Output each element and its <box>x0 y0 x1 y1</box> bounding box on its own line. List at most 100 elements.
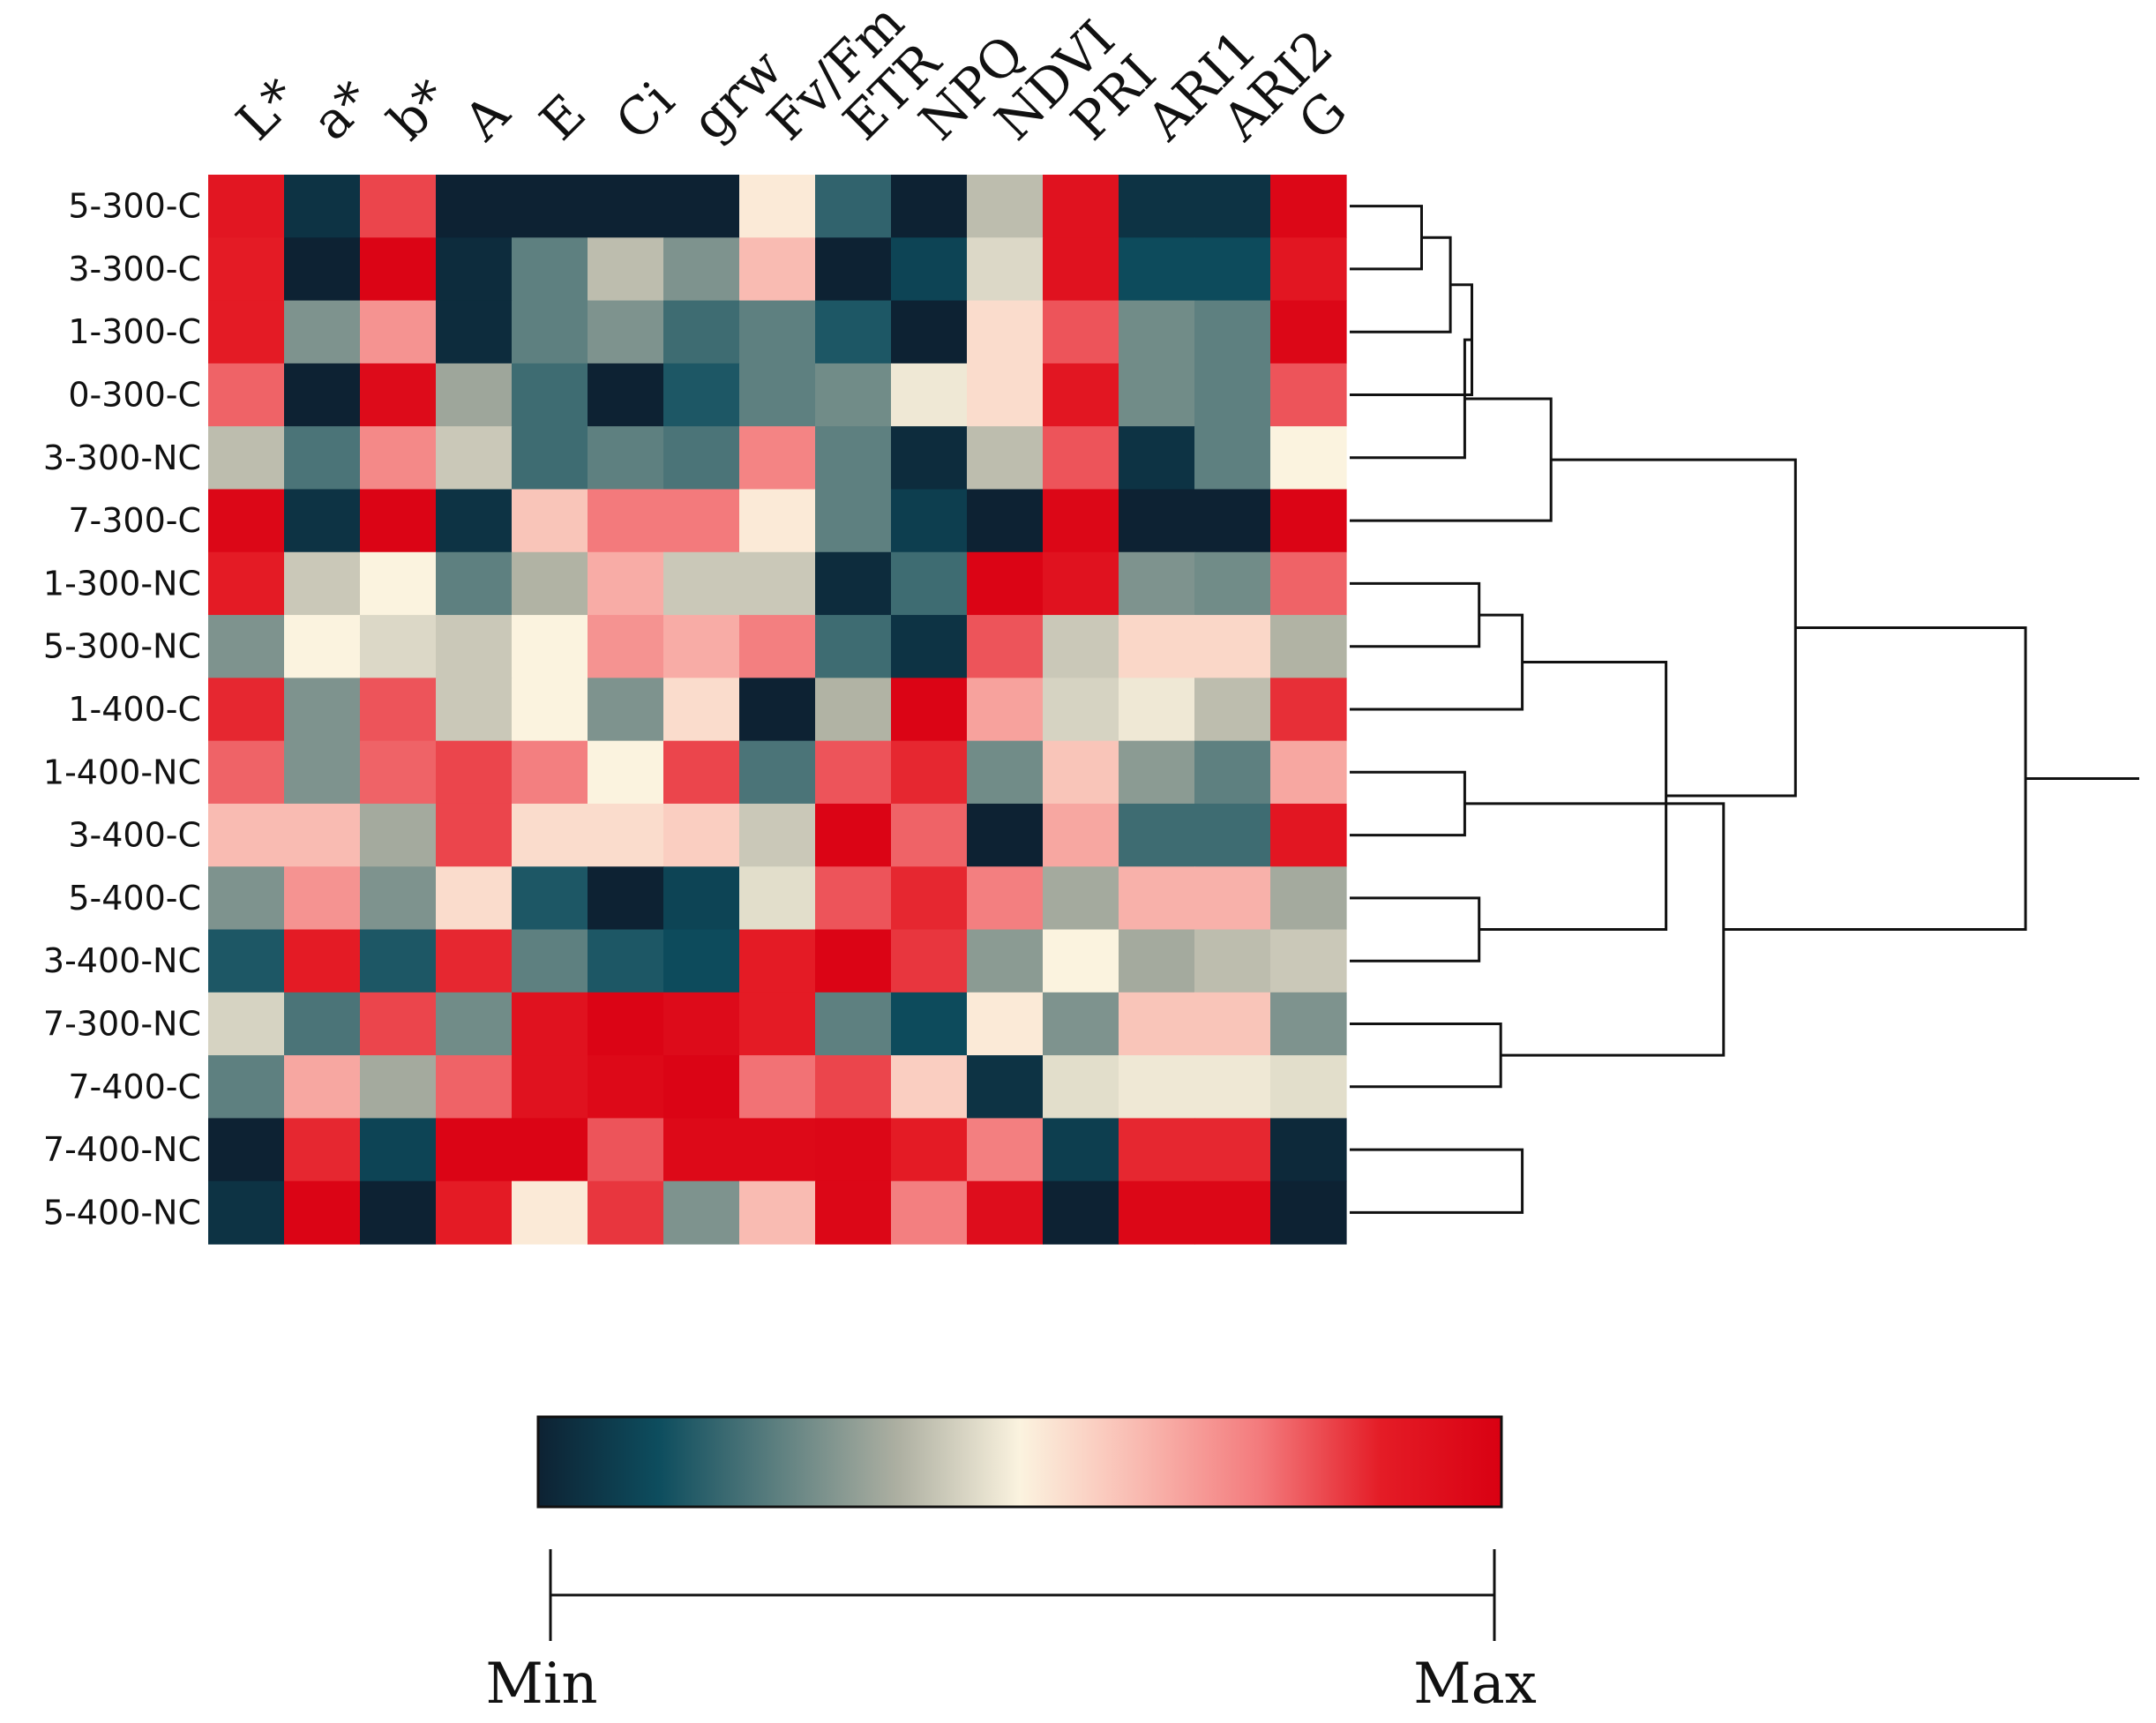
cell-3-300-c-etr <box>815 237 892 302</box>
cell-3-300-c-npq <box>891 237 968 302</box>
cell-7-300-nc-ci <box>588 992 664 1056</box>
cell-7-300-c-fv-fm <box>739 489 816 553</box>
cell-1-300-c-g <box>1270 300 1347 364</box>
cell-7-300-c-a-star <box>284 489 361 553</box>
cell-1-400-nc-grw <box>663 740 740 805</box>
cell-5-300-c-ari2 <box>1194 175 1271 238</box>
row-label-7-400-c: 7-400-C <box>68 1068 201 1106</box>
cell-1-300-c-e <box>512 300 588 364</box>
cell-5-300-c-pri <box>1043 175 1119 238</box>
row-label-1-400-c: 1-400-C <box>68 690 201 729</box>
cell-3-400-c-e <box>512 803 588 867</box>
cell-5-400-c-ndvi <box>967 866 1044 931</box>
cell-3-300-nc-fv-fm <box>739 426 816 491</box>
cell-7-300-c-ari1 <box>1119 489 1195 553</box>
cell-3-400-c-grw <box>663 803 740 867</box>
cell-1-400-c-grw <box>663 678 740 742</box>
dendrogram-link-4 <box>1350 397 1553 522</box>
cell-3-300-c-e <box>512 237 588 302</box>
cell-5-400-c-a-star <box>284 866 361 931</box>
cell-1-300-nc-fv-fm <box>739 551 816 616</box>
cell-5-400-c-l-star <box>208 866 285 931</box>
cell-1-400-c-ci <box>588 678 664 742</box>
cell-5-400-nc-ari1 <box>1119 1180 1195 1245</box>
cell-5-300-c-g <box>1270 175 1347 238</box>
cell-1-300-c-a <box>436 300 513 364</box>
cell-3-300-c-ci <box>588 237 664 302</box>
cell-5-400-nc-fv-fm <box>739 1180 816 1245</box>
cell-5-400-c-b-star <box>360 866 437 931</box>
cell-1-400-nc-e <box>512 740 588 805</box>
dendrogram-link-6 <box>1350 770 1466 837</box>
cell-3-300-c-l-star <box>208 237 285 302</box>
cell-3-400-c-fv-fm <box>739 803 816 867</box>
cell-1-400-c-pri <box>1043 678 1119 742</box>
cell-3-300-nc-b-star <box>360 426 437 491</box>
cell-1-400-nc-b-star <box>360 740 437 805</box>
cell-5-300-c-a <box>436 175 513 238</box>
cell-1-400-nc-a <box>436 740 513 805</box>
row-label-7-400-nc: 7-400-NC <box>43 1130 201 1169</box>
dendrogram-link-1 <box>1350 236 1452 333</box>
cell-7-300-c-ndvi <box>967 489 1044 553</box>
cell-3-300-nc-etr <box>815 426 892 491</box>
cell-5-400-c-fv-fm <box>739 866 816 931</box>
cell-1-400-c-ndvi <box>967 678 1044 742</box>
colorbar <box>536 1415 1503 1509</box>
cell-5-300-nc-ndvi <box>967 615 1044 678</box>
row-label-3-300-c: 3-300-C <box>68 250 201 288</box>
dendrogram-link-12 <box>1551 458 1797 798</box>
column-label-a: A <box>452 82 521 152</box>
cell-7-300-nc-a-star <box>284 992 361 1056</box>
cell-5-400-nc-ndvi <box>967 1180 1044 1245</box>
cell-5-400-c-ari1 <box>1119 866 1195 931</box>
cell-1-300-c-ci <box>588 300 664 364</box>
legend-min-label: Min <box>485 1652 597 1717</box>
cell-7-400-nc-b-star <box>360 1118 437 1182</box>
cell-5-400-c-a <box>436 866 513 931</box>
cell-1-300-nc-pri <box>1043 551 1119 616</box>
column-label-e: E <box>528 83 597 152</box>
cell-5-400-c-grw <box>663 866 740 931</box>
cell-0-300-c-grw <box>663 363 740 427</box>
cell-1-300-c-l-star <box>208 300 285 364</box>
cell-7-400-c-etr <box>815 1055 892 1120</box>
cell-5-300-c-npq <box>891 175 968 238</box>
cell-7-300-nc-g <box>1270 992 1347 1056</box>
cell-5-300-nc-l-star <box>208 615 285 678</box>
cell-5-300-nc-b-star <box>360 615 437 678</box>
cell-3-400-c-ci <box>588 803 664 867</box>
cell-7-400-nc-ari2 <box>1194 1118 1271 1182</box>
dendrogram-link-0 <box>1350 205 1423 271</box>
cell-3-400-nc-grw <box>663 929 740 993</box>
cell-7-300-c-ari2 <box>1194 489 1271 553</box>
cell-3-400-c-ndvi <box>967 803 1044 867</box>
cell-5-300-nc-etr <box>815 615 892 678</box>
cell-7-400-c-l-star <box>208 1055 285 1120</box>
cell-1-300-c-pri <box>1043 300 1119 364</box>
cell-7-300-nc-ndvi <box>967 992 1044 1056</box>
cell-3-400-c-l-star <box>208 803 285 867</box>
cell-5-400-c-pri <box>1043 866 1119 931</box>
cell-0-300-c-fv-fm <box>739 363 816 427</box>
cell-3-400-nc-ndvi <box>967 929 1044 993</box>
cell-1-400-c-etr <box>815 678 892 742</box>
cell-5-400-c-ci <box>588 866 664 931</box>
cell-0-300-c-ndvi <box>967 363 1044 427</box>
cell-3-400-nc-a-star <box>284 929 361 993</box>
cell-3-400-nc-b-star <box>360 929 437 993</box>
cell-0-300-c-ci <box>588 363 664 427</box>
cell-1-400-c-b-star <box>360 678 437 742</box>
dendrogram-link-10 <box>1479 661 1668 931</box>
cell-5-400-nc-a-star <box>284 1180 361 1245</box>
cell-1-300-c-ndvi <box>967 300 1044 364</box>
cell-5-300-nc-g <box>1270 615 1347 678</box>
cell-1-400-c-e <box>512 678 588 742</box>
row-label-1-300-c: 1-300-C <box>68 312 201 351</box>
dendrogram-link-14 <box>1723 626 2027 931</box>
row-labels: 5-300-C 3-300-C 1-300-C 0-300-C 3-300-NC 7-30… <box>43 187 201 1232</box>
cell-3-300-nc-ci <box>588 426 664 491</box>
cell-7-400-nc-a <box>436 1118 513 1182</box>
cell-7-400-nc-a-star <box>284 1118 361 1182</box>
cell-1-300-c-npq <box>891 300 968 364</box>
